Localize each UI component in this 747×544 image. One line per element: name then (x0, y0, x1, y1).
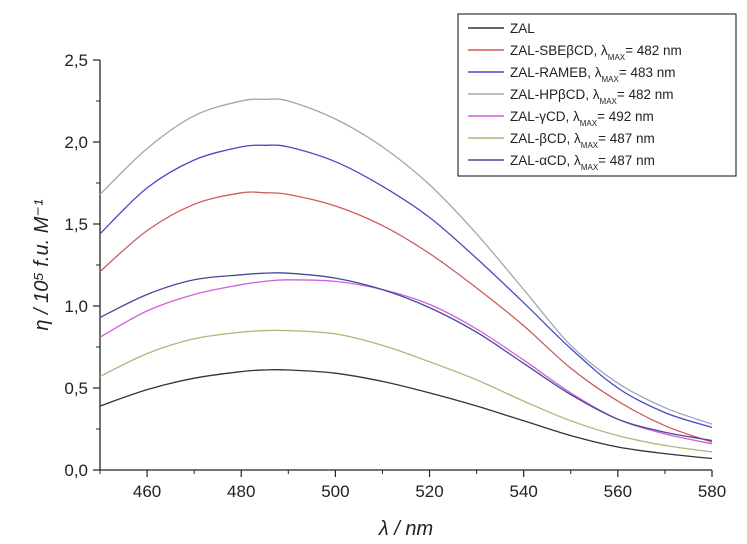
series-line-3 (99, 98, 713, 425)
legend-subscript-6: MAX (581, 163, 599, 172)
series-line-2 (99, 144, 713, 429)
y-tick-label: 0,0 (64, 461, 88, 480)
x-tick-label: 540 (510, 482, 538, 501)
legend-label-6: ZAL-αCD, λ (510, 153, 581, 168)
legend-subscript-2: MAX (602, 75, 620, 84)
legend-value-5: = 487 nm (598, 131, 655, 146)
legend-value-2: = 483 nm (619, 65, 676, 80)
legend-label-3: ZAL-HPβCD, λ (510, 87, 600, 102)
legend-subscript-5: MAX (581, 141, 599, 150)
series-line-1 (99, 191, 713, 443)
y-tick-label: 1,5 (64, 215, 88, 234)
y-tick-label: 1,0 (64, 297, 88, 316)
tick-labels: 460 480 500 520 540 560 580 0,0 0,5 1,0 1,5 2,0 2,5 (64, 51, 726, 501)
x-tick-label: 560 (604, 482, 632, 501)
legend-entry-4: ZAL-γCD, λMAX= 492 nm (510, 109, 654, 128)
x-tick-label: 500 (321, 482, 349, 501)
legend-entry-5: ZAL-βCD, λMAX= 487 nm (510, 131, 655, 150)
legend-label-5: ZAL-βCD, λ (510, 131, 581, 146)
x-tick-label: 480 (227, 482, 255, 501)
y-tick-label: 0,5 (64, 379, 88, 398)
legend-entry-3: ZAL-HPβCD, λMAX= 482 nm (510, 87, 674, 106)
legend-value-1: = 482 nm (625, 43, 682, 58)
x-tick-label: 580 (698, 482, 726, 501)
legend-label-0: ZAL (510, 21, 535, 36)
series-line-0 (99, 369, 713, 460)
y-tick-label: 2,5 (64, 51, 88, 70)
legend-label-2: ZAL-RAMEB, λ (510, 65, 602, 80)
legend-box (457, 13, 737, 177)
legend-subscript-1: MAX (608, 53, 626, 62)
x-axis-label: λ / nm (378, 518, 433, 540)
y-axis-label: η / 10⁵ f.u. M⁻¹ (31, 199, 53, 331)
legend-subscript-3: MAX (600, 97, 618, 106)
y-tick-label: 2,0 (64, 133, 88, 152)
legend-label-4: ZAL-γCD, λ (510, 109, 580, 124)
legend-entry-0: ZAL (510, 21, 535, 36)
series-line-4 (99, 279, 713, 445)
series-layer (99, 98, 713, 460)
series-line-6 (99, 272, 713, 442)
legend-value-6: = 487 nm (598, 153, 655, 168)
x-tick-label: 520 (415, 482, 443, 501)
legend-entry-1: ZAL-SBEβCD, λMAX= 482 nm (510, 43, 682, 62)
legend-subscript-4: MAX (580, 119, 598, 128)
legend-entry-2: ZAL-RAMEB, λMAX= 483 nm (510, 65, 676, 84)
legend-entry-6: ZAL-αCD, λMAX= 487 nm (510, 153, 655, 172)
axes-group (93, 59, 713, 477)
legend-label-1: ZAL-SBEβCD, λ (510, 43, 608, 58)
legend-value-4: = 492 nm (597, 109, 654, 124)
legend-value-3: = 482 nm (617, 87, 674, 102)
series-line-5 (99, 329, 713, 453)
x-tick-label: 460 (133, 482, 161, 501)
